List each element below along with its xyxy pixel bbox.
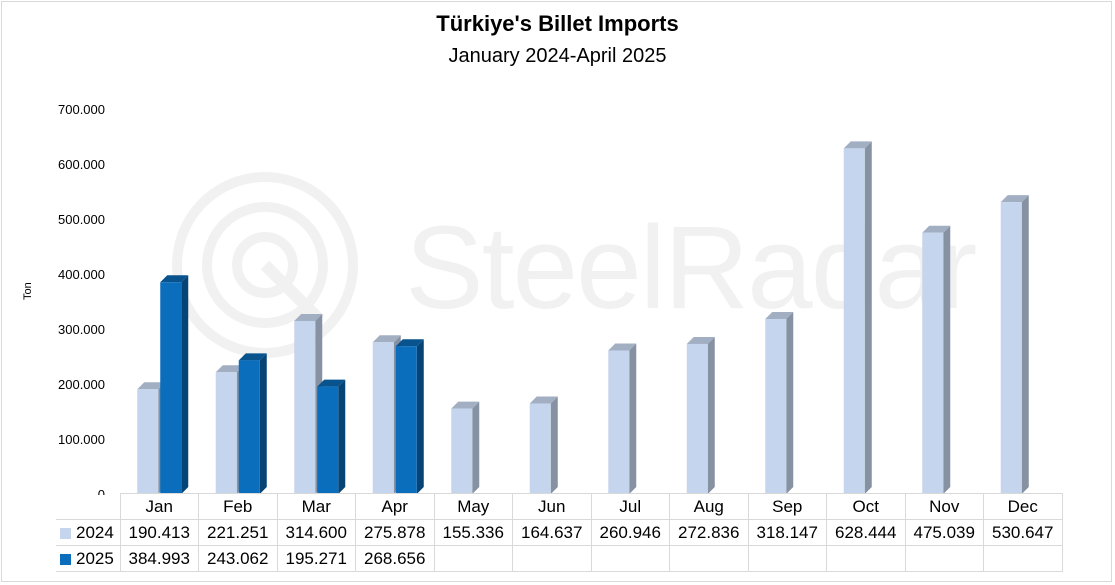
data-label-2025-Jan: 384.993 — [119, 545, 199, 572]
table-corner — [56, 494, 120, 520]
y-tick-label: 0 — [98, 487, 105, 495]
category-label-May: May — [433, 493, 513, 520]
bar-2024-Jul — [608, 343, 637, 494]
bar-2024-May — [451, 401, 480, 494]
series-row-2025: 2025 384.993 243.062 195.271 268.656 — [56, 545, 1063, 572]
y-tick-label: 400.000 — [58, 267, 105, 282]
bar-group — [137, 141, 1029, 494]
category-label-Jul: Jul — [590, 493, 670, 520]
data-table: Jan Feb Mar Apr May Jun Jul Aug Sep Oct Nov Dec 202… — [56, 493, 1063, 572]
bar-2025-Feb — [238, 353, 267, 494]
y-axis-ticks: 0 100.000 200.000 300.000 400.000 500.000 600.… — [58, 102, 105, 495]
data-label-2025-May — [433, 545, 513, 572]
bar-2025-Apr — [395, 339, 424, 494]
category-label-Aug: Aug — [669, 493, 749, 520]
data-label-2025-Aug — [669, 545, 749, 572]
bar-2024-Aug — [686, 336, 715, 494]
legend-label-2024: 2024 — [76, 522, 114, 542]
bar-2024-Dec — [1000, 195, 1029, 494]
bar-2024-Oct — [843, 141, 872, 494]
data-label-2025-Mar: 195.271 — [276, 545, 356, 572]
bar-2024-Sep — [765, 312, 794, 494]
category-row: Jan Feb Mar Apr May Jun Jul Aug Sep Oct Nov Dec — [56, 493, 1063, 520]
chart-subtitle: January 2024-April 2025 — [448, 45, 667, 67]
watermark-text: SteelRadar — [405, 202, 977, 334]
data-label-2025-Dec — [983, 545, 1063, 572]
data-label-2024-Nov: 475.039 — [904, 519, 984, 546]
category-label-Sep: Sep — [747, 493, 827, 520]
data-label-2024-Jun: 164.637 — [512, 519, 592, 546]
category-label-Jun: Jun — [512, 493, 592, 520]
y-tick-label: 300.000 — [58, 322, 105, 337]
bar-2024-Nov — [922, 225, 951, 494]
data-label-2024-Apr: 275.878 — [355, 519, 435, 546]
data-label-2024-Sep: 318.147 — [747, 519, 827, 546]
category-label-Oct: Oct — [826, 493, 906, 520]
y-tick-label: 700.000 — [58, 102, 105, 117]
data-label-2024-Dec: 530.647 — [983, 519, 1063, 546]
category-label-Dec: Dec — [983, 493, 1063, 520]
y-tick-label: 200.000 — [58, 377, 105, 392]
data-label-2024-Jan: 190.413 — [119, 519, 199, 546]
y-tick-label: 500.000 — [58, 212, 105, 227]
bar-2025-Jan — [160, 275, 189, 494]
legend-label-2025: 2025 — [76, 548, 114, 568]
chart-title: Türkiye's Billet Imports — [436, 11, 679, 36]
bar-2025-Mar — [317, 379, 346, 494]
data-label-2025-Sep — [747, 545, 827, 572]
legend-swatch-2024 — [60, 527, 71, 539]
category-label-Apr: Apr — [355, 493, 435, 520]
data-label-2024-Oct: 628.444 — [826, 519, 906, 546]
data-label-2024-Jul: 260.946 — [590, 519, 670, 546]
series-row-2024: 2024 190.413 221.251 314.600 275.878 155.336… — [56, 519, 1063, 546]
data-label-2024-Mar: 314.600 — [276, 519, 356, 546]
legend-swatch-2025 — [60, 553, 71, 565]
chart-plot: 0 100.000 200.000 300.000 400.000 500.000 600.… — [58, 102, 1029, 495]
y-tick-label: 100.000 — [58, 432, 105, 447]
legend-entry-2024: 2024 — [56, 519, 121, 546]
data-label-2025-Jun — [512, 545, 592, 572]
data-label-2025-Nov — [904, 545, 984, 572]
category-label-Feb: Feb — [198, 493, 278, 520]
bar-2024-Jun — [529, 396, 558, 494]
data-label-2025-Oct — [826, 545, 906, 572]
category-label-Jan: Jan — [119, 493, 199, 520]
data-label-2025-Feb: 243.062 — [198, 545, 278, 572]
data-label-2024-May: 155.336 — [433, 519, 513, 546]
data-label-2025-Jul — [590, 545, 670, 572]
category-label-Nov: Nov — [904, 493, 984, 520]
legend-entry-2025: 2025 — [56, 545, 121, 572]
category-label-Mar: Mar — [276, 493, 356, 520]
data-label-2025-Apr: 268.656 — [355, 545, 435, 572]
data-label-2024-Aug: 272.836 — [669, 519, 749, 546]
data-label-2024-Feb: 221.251 — [198, 519, 278, 546]
y-tick-label: 600.000 — [58, 157, 105, 172]
